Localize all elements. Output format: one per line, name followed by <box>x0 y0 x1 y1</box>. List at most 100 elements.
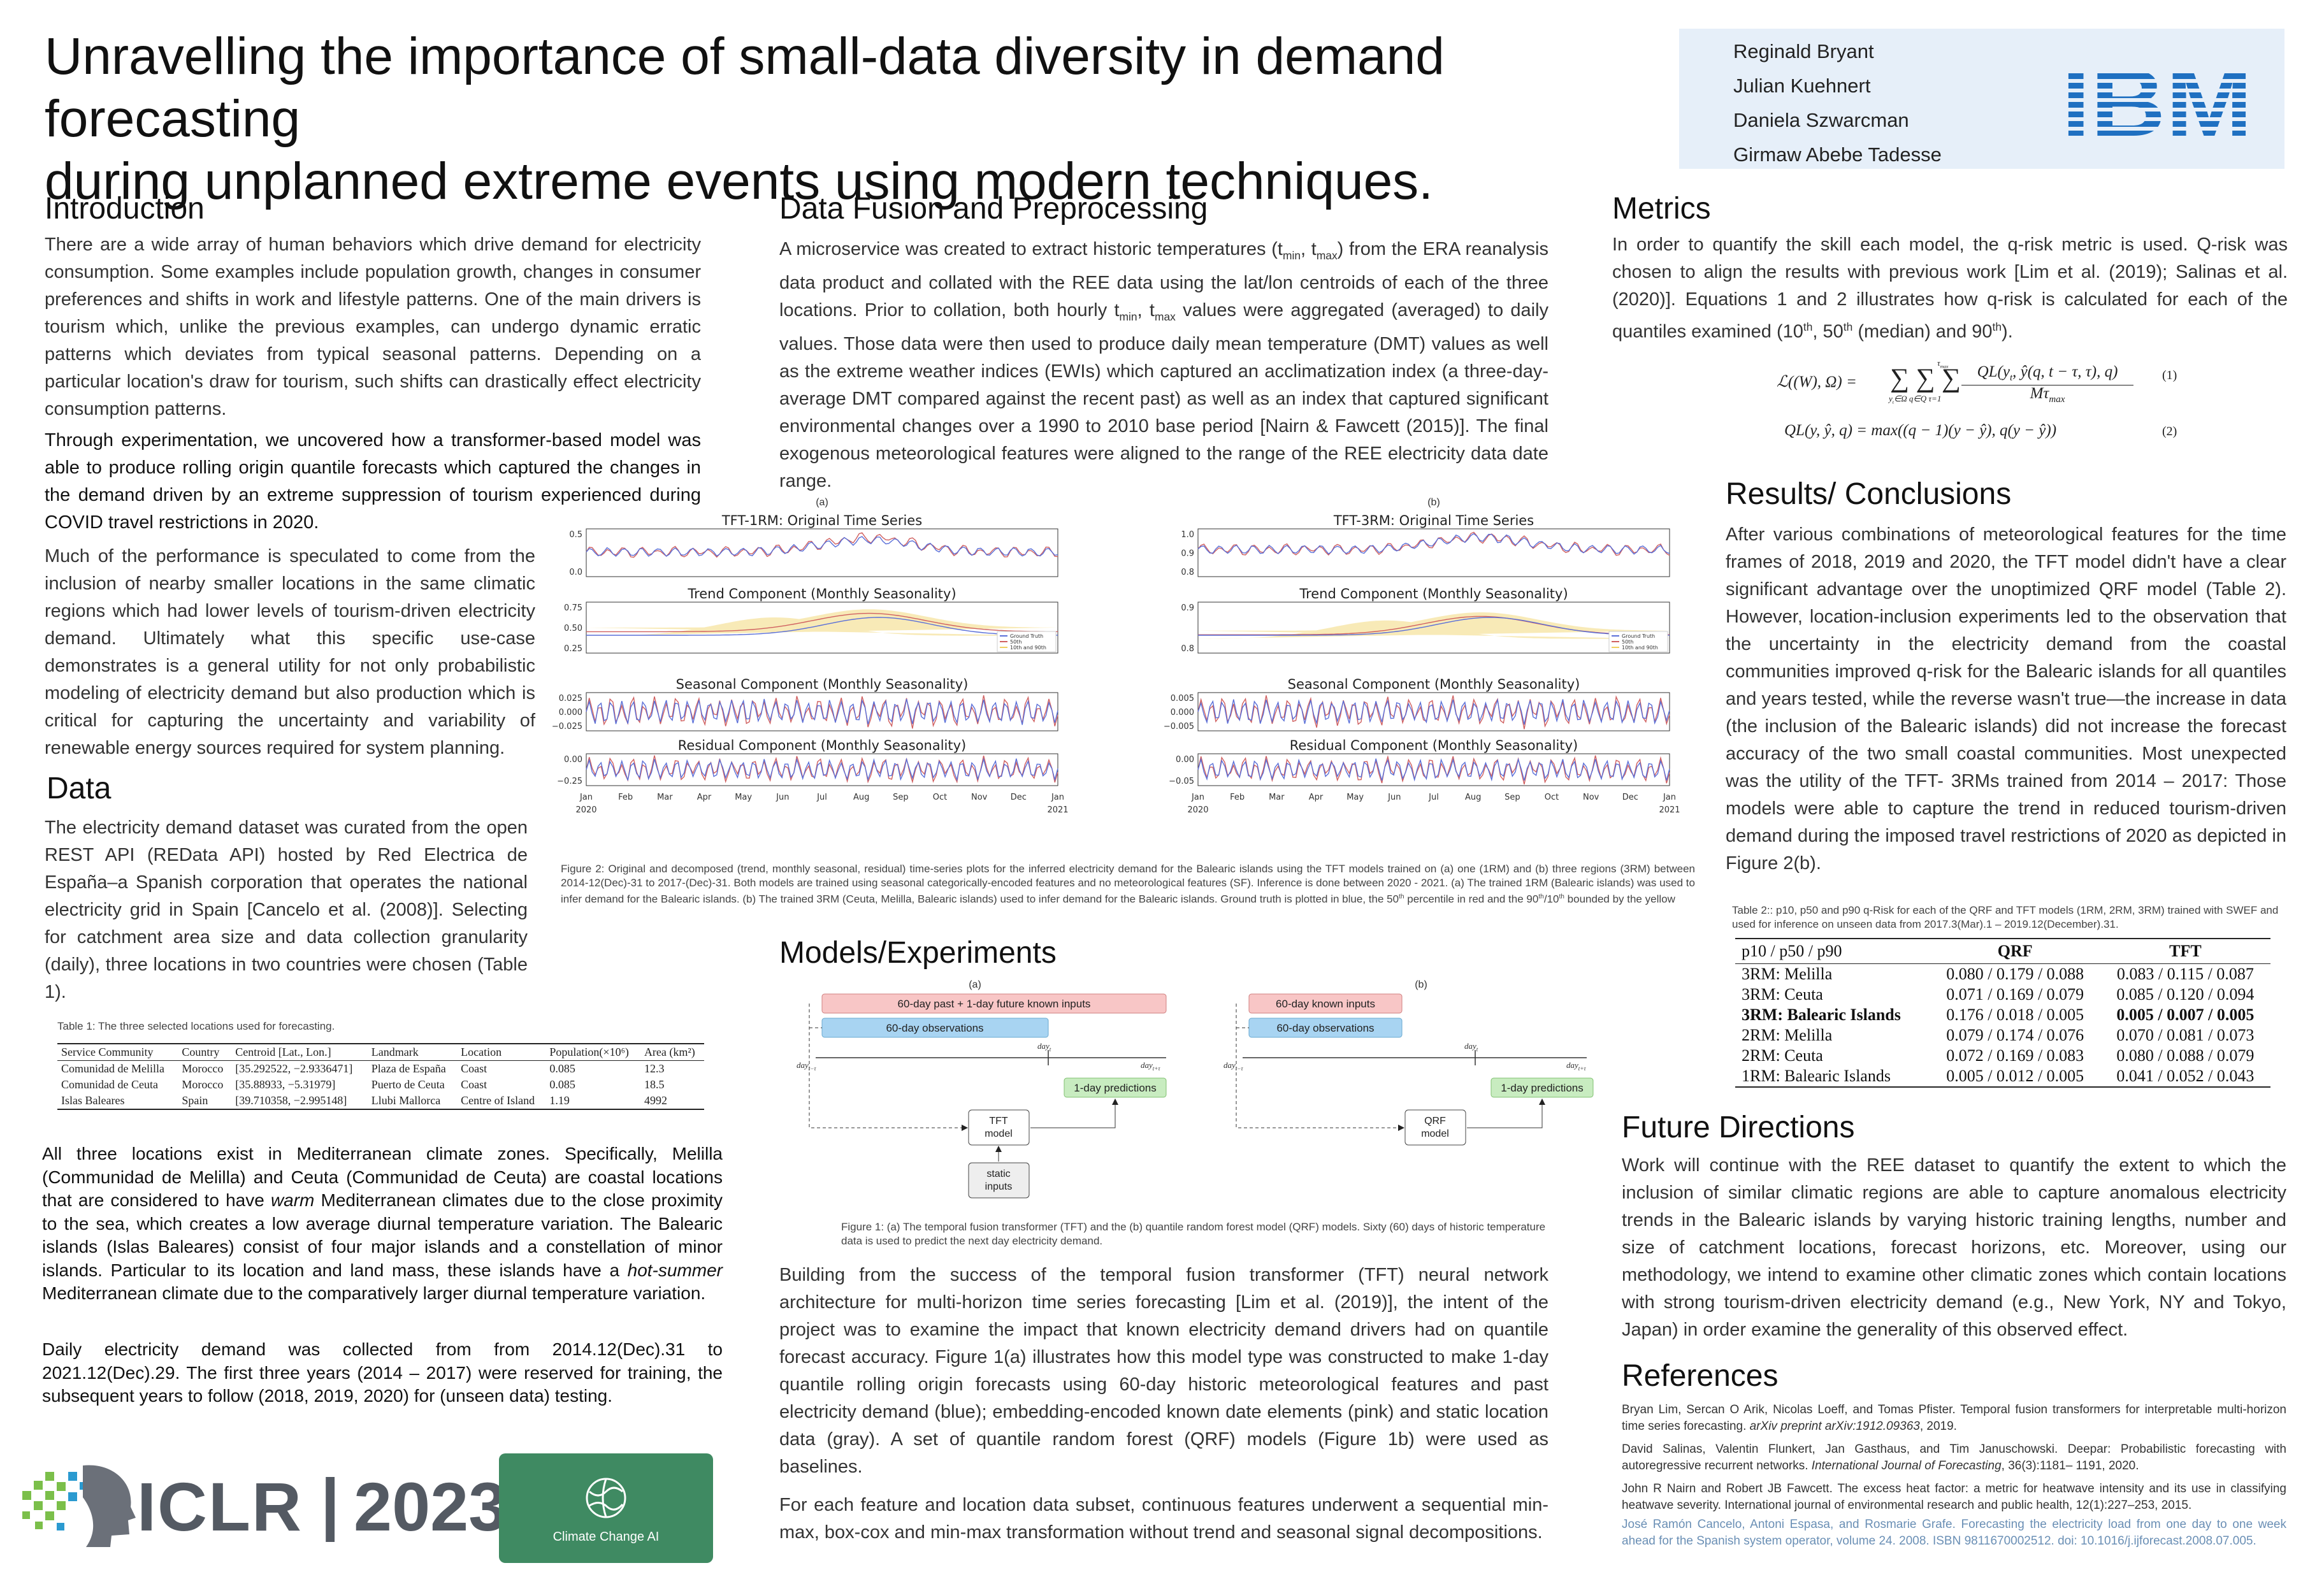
eq1-sum-sub: yt∈Ω q∈Q τ=1 <box>1889 394 1941 405</box>
table-cell: 0.079 / 0.174 / 0.076 <box>1946 1026 2084 1044</box>
fig2-ytick-label: 0.9 <box>1181 549 1194 559</box>
fig2-xtick-label: Jan <box>1663 793 1676 802</box>
table-cell: Coast <box>461 1062 487 1075</box>
fig2-legend-label: Ground Truth <box>1010 633 1043 639</box>
table-cell: Puerto de Ceuta <box>371 1078 445 1091</box>
fig1b-qrf-model-box <box>1404 1109 1466 1146</box>
table1-header: Centroid [Lat., Lon.] <box>235 1046 331 1058</box>
text-run-italic: hot-summer <box>627 1260 723 1280</box>
fig2-series-ground-truth <box>1198 617 1670 636</box>
data-paragraph-2: All three locations exist in Mediterrane… <box>42 1142 723 1306</box>
eq-part: Mτ <box>2030 385 2049 402</box>
fig2-legend-label: Ground Truth <box>1622 633 1655 639</box>
fig2-ytick-label: 0.005 <box>1171 694 1194 703</box>
fig2-panel-label: (a) <box>816 497 828 508</box>
models-paragraph-1: Building from the success of the tempora… <box>779 1265 1548 1477</box>
author-4: Girmaw Abebe Tadesse <box>1733 143 1942 166</box>
intro-paragraph-3: Much of the performance is speculated to… <box>45 546 535 758</box>
text-run: Mediterranean climates due to the close … <box>42 1190 723 1280</box>
author-3: Daniela Szwarcman <box>1733 109 1909 131</box>
table-cell: [39.710358, −2.995148] <box>235 1094 347 1107</box>
metrics-heading: Metrics <box>1612 192 1711 226</box>
fig2-xtick-label: Dec <box>1622 793 1638 802</box>
table-cell: Morocco <box>182 1062 224 1075</box>
results-heading: Results/ Conclusions <box>1726 477 2012 511</box>
day-label: day <box>1464 1041 1476 1051</box>
fig1a-arrow-known <box>809 1004 968 1131</box>
iclr-head-graphic <box>22 1465 136 1547</box>
fig2-series-50th <box>586 612 1058 633</box>
fig2-xtick-label: Jul <box>816 793 827 802</box>
table-cell: 0.005 / 0.007 / 0.005 <box>2116 1005 2255 1024</box>
fig2-legend-label: 10th and 90th <box>1622 645 1658 651</box>
text-run: Mediterranean climate due to the compara… <box>42 1283 706 1303</box>
text-run-italic: arXiv preprint arXiv:1912.09363 <box>1749 1420 1920 1433</box>
metrics-paragraph: In order to quantify the skill each mode… <box>1612 231 2288 346</box>
table-cell: 0.085 / 0.120 / 0.094 <box>2116 985 2255 1004</box>
fusion-heading: Data Fusion and Preprocessing <box>779 192 1208 226</box>
table-cell: [35.292522, −2.9336471] <box>235 1062 353 1075</box>
text-run: , 2019. <box>1919 1420 1957 1433</box>
figure-1-diagram: (a) 60-day past + 1-day future known inp… <box>797 979 1594 1199</box>
eq1-lhs: ℒ((W), Ω) = <box>1777 373 1857 391</box>
fig2-subplot-title: Residual Component (Monthly Seasonality) <box>1290 738 1578 753</box>
fig1a-known-inputs-box <box>821 993 1167 1014</box>
text-run: , 36(3):1181– 1191, 2020. <box>2001 1459 2139 1473</box>
fig2-ytick-label: 0.8 <box>1181 568 1194 577</box>
fig1b-known-inputs-box <box>1248 993 1403 1014</box>
fig2-ytick-label: 0.25 <box>564 644 582 654</box>
models-paragraph-2: For each feature and location data subse… <box>779 1495 1548 1543</box>
label-line: model <box>1421 1128 1449 1139</box>
text-run: (median) and 90 <box>1852 321 1993 342</box>
fig2-series-ground-truth <box>1197 698 1670 725</box>
fig2-subplot-frame <box>586 528 1058 577</box>
text-run: A microservice was created to extract hi… <box>779 239 1283 259</box>
fig2-xtick-label: Aug <box>1465 793 1481 802</box>
text-run-italic: International Journal of Forecasting <box>1811 1459 2002 1473</box>
fig2-series-ground-truth <box>586 698 1058 725</box>
fig1b-day-mid: dayt <box>1464 1041 1478 1053</box>
text-run: Figure 2: Original and decomposed (trend… <box>561 863 1695 905</box>
fig1b-day-end: dayt+τ <box>1566 1060 1586 1072</box>
table-cell: Coast <box>461 1078 487 1091</box>
table-cell: 0.041 / 0.052 / 0.043 <box>2116 1067 2255 1085</box>
table-cell: Morocco <box>182 1078 224 1091</box>
table-cell: 0.085 <box>549 1062 575 1075</box>
fig2-xtick-label: Feb <box>618 793 633 802</box>
table-cell: 0.085 <box>549 1078 575 1091</box>
table-cell: Islas Baleares <box>61 1094 125 1107</box>
models-heading: Models/Experiments <box>779 936 1057 970</box>
fig2-xtick-label: Nov <box>971 793 988 802</box>
table-row: 3RM: Ceuta 0.071 / 0.169 / 0.079 0.085 /… <box>1735 984 2270 1005</box>
fig2-ytick-label: −0.25 <box>557 777 582 786</box>
eq-part: , ŷ(q, t − τ, τ), q) <box>2012 363 2118 380</box>
label-line: static <box>986 1169 1010 1179</box>
fig1a-tft-model-label: TFT model <box>985 1116 1013 1139</box>
day-sub: t <box>1476 1046 1478 1053</box>
title-line-2: during unplanned extreme events using mo… <box>45 152 1433 210</box>
table2-header: p10 / p50 / p90 <box>1742 942 1842 960</box>
poster-title: Unravelling the importance of small-data… <box>45 25 1650 213</box>
figure-2: (a) TFT-1RM: Original Time Series 0.5 0.0 Tr… <box>552 497 1680 815</box>
text-run: /10 <box>1543 893 1559 905</box>
table-cell: 3RM: Melilla <box>1742 965 1833 983</box>
fig2-xtick-label: Oct <box>1545 793 1559 802</box>
fig2-subplot-title: TFT-3RM: Original Time Series <box>1333 513 1534 528</box>
text-run: All three locations exist in Mediterrane… <box>42 1144 723 1210</box>
superscript: th <box>1399 893 1404 900</box>
label-line: TFT <box>989 1116 1008 1127</box>
table-row: Comunidad de Melilla Morocco [35.292522,… <box>57 1061 704 1077</box>
eq1-sum-top: τmax <box>1937 358 1949 370</box>
table-cell: 18.5 <box>644 1078 665 1091</box>
fig1b-arrow-known <box>1236 1004 1404 1131</box>
fig2-ytick-label: 0.025 <box>559 694 582 703</box>
text-run: values were aggregated (averaged) to dai… <box>779 299 1549 491</box>
fig2-quantile-band <box>1198 612 1670 639</box>
day-sub: t <box>1050 1046 1051 1053</box>
fig2-xtick-label: Oct <box>933 793 947 802</box>
table-cell: [35.88933, −5.31979] <box>235 1078 336 1091</box>
fig1a-known-inputs-label: 60-day past + 1-day future known inputs <box>898 998 1091 1010</box>
fig2-subplot-title: Trend Component (Monthly Seasonality) <box>687 586 956 601</box>
fig2-series-ground-truth <box>1197 758 1670 782</box>
fig1a-observations-label: 60-day observations <box>886 1022 983 1034</box>
